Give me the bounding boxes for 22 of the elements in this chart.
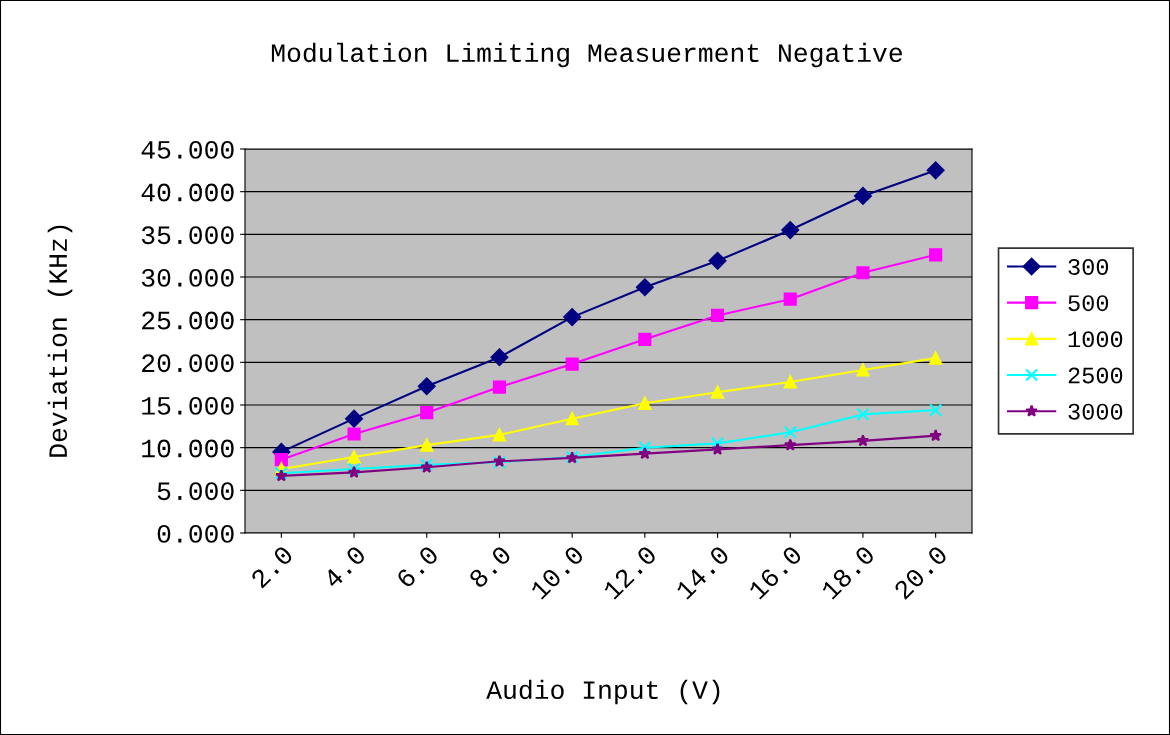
y-axis-title: Deviation (KHz) <box>47 225 73 457</box>
legend-label: 300 <box>1068 258 1109 275</box>
y-tick-label: 25.000 <box>142 311 234 330</box>
y-tick-label: 10.000 <box>142 439 234 458</box>
legend-label: 1000 <box>1068 331 1123 348</box>
legend-label: 500 <box>1068 295 1109 312</box>
y-tick-label: 45.000 <box>141 140 234 159</box>
y-tick-label: 5.000 <box>157 482 234 501</box>
x-axis-title: Audio Input (V) <box>486 679 720 705</box>
y-tick-label: 40.000 <box>141 183 234 202</box>
x-tick-label: 4.0 <box>322 544 367 590</box>
y-tick-label: 15.000 <box>142 396 234 415</box>
y-tick-label: 35.000 <box>141 226 234 245</box>
x-tick-label: 8.0 <box>468 544 513 589</box>
x-tick-label: 6.0 <box>395 544 440 589</box>
y-tick-label: 30.000 <box>141 268 234 287</box>
x-tick-label: 2.0 <box>250 544 294 589</box>
chart-title: Modulation Limiting Measuerment Negative <box>271 42 902 68</box>
legend-label: 2500 <box>1068 367 1123 384</box>
y-tick-label: 20.000 <box>142 354 234 373</box>
legend-label: 3000 <box>1068 403 1123 420</box>
y-tick-label: 0.000 <box>157 524 234 543</box>
